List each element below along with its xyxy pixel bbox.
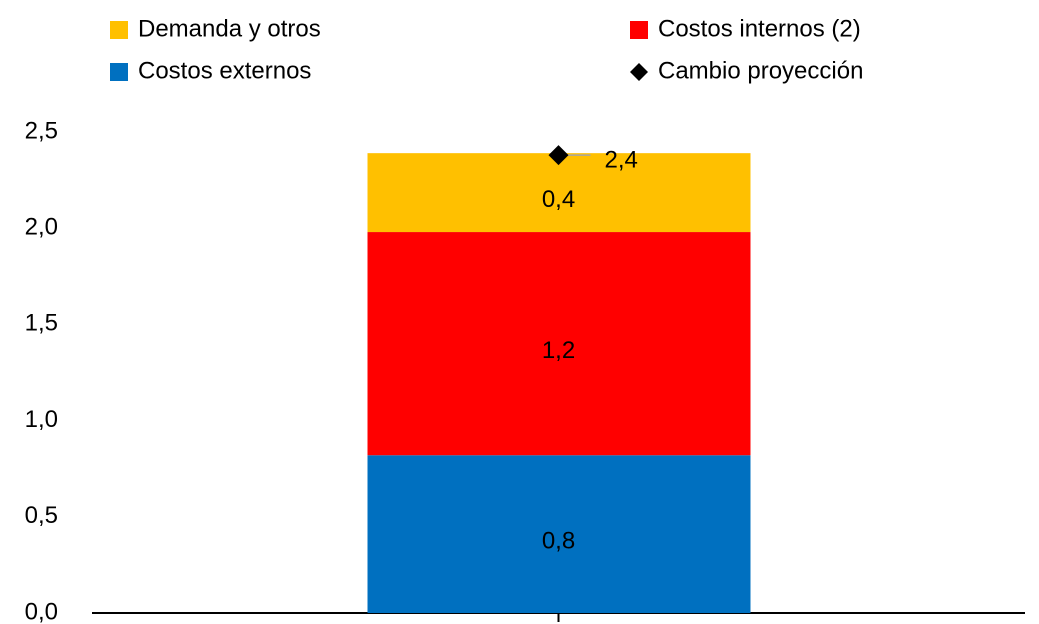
bar-segment	[367, 232, 751, 456]
data-label: 0,8	[542, 527, 575, 554]
legend-label: Cambio proyección	[658, 57, 863, 84]
data-label: 1,2	[542, 337, 575, 364]
data-label: 2,4	[605, 146, 638, 173]
y-tick-label: 1,0	[25, 406, 58, 433]
legend-swatch	[630, 21, 648, 39]
y-tick-label: 0,5	[25, 502, 58, 529]
bar-segment	[367, 153, 751, 233]
legend-label: Costos externos	[138, 57, 311, 84]
legend-label: Costos internos (2)	[658, 15, 861, 42]
legend-marker	[630, 63, 648, 81]
legend-swatch	[110, 21, 128, 39]
marker	[548, 145, 569, 166]
bar-segment	[367, 455, 751, 613]
y-tick-label: 0,0	[25, 598, 58, 624]
legend-label: Demanda y otros	[138, 15, 321, 42]
legend-swatch	[110, 63, 128, 81]
data-label: 0,4	[542, 186, 575, 213]
y-tick-label: 1,5	[25, 310, 58, 337]
y-tick-label: 2,5	[25, 117, 58, 144]
y-tick-label: 2,0	[25, 214, 58, 241]
